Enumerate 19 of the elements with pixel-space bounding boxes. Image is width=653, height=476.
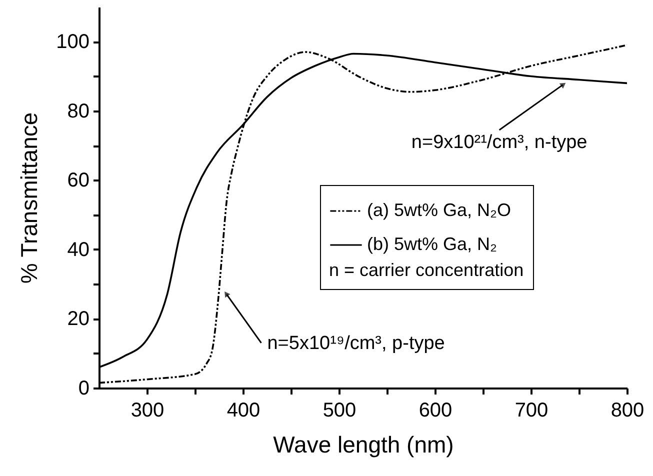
- legend-label: (a) 5wt% Ga, N₂O: [367, 200, 512, 220]
- y-tick-label: 40: [67, 238, 90, 261]
- legend-label: (b) 5wt% Ga, N₂: [367, 234, 498, 254]
- x-tick-label: 700: [514, 400, 548, 422]
- y-tick-label: 0: [78, 378, 90, 400]
- x-tick-label: 600: [418, 400, 452, 422]
- annotation: n=9x10²¹/cm³, n-type: [411, 132, 588, 153]
- y-tick-label: 100: [56, 31, 90, 54]
- y-tick-label: 20: [67, 308, 90, 330]
- x-axis-title: Wave length (nm): [273, 432, 454, 458]
- y-tick-label: 60: [67, 170, 90, 192]
- x-tick-label: 400: [226, 400, 260, 422]
- y-tick-label: 80: [67, 100, 90, 122]
- x-tick-label: 300: [130, 400, 164, 422]
- legend-title: n = carrier concentration: [329, 260, 524, 280]
- y-axis-title: % Transmittance: [16, 112, 42, 284]
- x-tick-label: 800: [610, 400, 644, 422]
- x-tick-label: 500: [322, 400, 356, 422]
- annotation: n=5x10¹⁹/cm³, p-type: [267, 332, 445, 354]
